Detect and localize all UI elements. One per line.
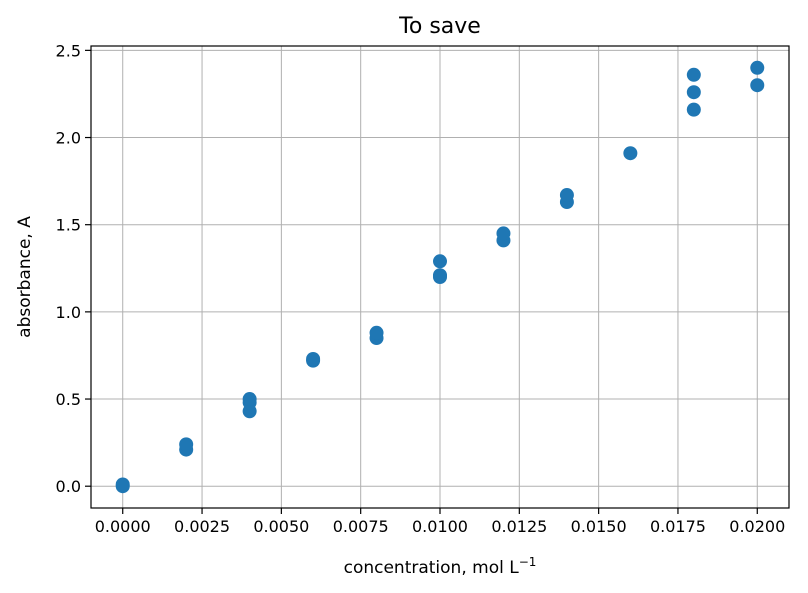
x-tick-label: 0.0150 xyxy=(571,517,627,536)
data-point xyxy=(433,254,447,269)
x-tick-label: 0.0200 xyxy=(729,517,785,536)
data-point xyxy=(686,67,701,82)
x-axis-label: concentration, mol L−1 xyxy=(344,555,537,578)
y-tick-label: 2.5 xyxy=(56,41,81,60)
data-point xyxy=(306,351,321,366)
y-tick-label: 0.0 xyxy=(56,477,81,496)
y-tick-label: 2.0 xyxy=(56,129,81,148)
data-points xyxy=(115,60,765,494)
y-tick-label: 0.5 xyxy=(56,390,81,409)
data-point xyxy=(179,437,194,452)
x-axis-label-text: concentration, mol L xyxy=(344,558,520,578)
x-tick-label: 0.0025 xyxy=(174,517,230,536)
data-point xyxy=(750,60,765,75)
data-point xyxy=(242,392,257,407)
x-axis-label-superscript: −1 xyxy=(519,555,537,569)
y-tick-label: 1.5 xyxy=(56,216,81,235)
x-tick-label: 0.0125 xyxy=(491,517,547,536)
x-tick-label: 0.0175 xyxy=(650,517,706,536)
data-point xyxy=(559,188,574,203)
chart-title: To save xyxy=(398,14,481,39)
y-tick-label: 1.0 xyxy=(56,303,81,322)
y-axis-label: absorbance, A xyxy=(15,216,35,338)
data-point xyxy=(686,85,701,100)
x-tick-label: 0.0000 xyxy=(95,517,151,536)
axis-ticks: 0.0000 0.0025 0.0050 0.0075 0.0100 0.0125 0.01… xyxy=(56,41,786,536)
x-tick-label: 0.0100 xyxy=(412,517,468,536)
data-point xyxy=(496,226,511,241)
data-point xyxy=(623,146,638,161)
data-point xyxy=(686,102,701,117)
data-point xyxy=(369,325,384,340)
data-point xyxy=(115,477,130,492)
x-tick-label: 0.0075 xyxy=(333,517,389,536)
data-point xyxy=(750,78,765,93)
x-tick-label: 0.0050 xyxy=(253,517,309,536)
data-point xyxy=(433,268,447,283)
